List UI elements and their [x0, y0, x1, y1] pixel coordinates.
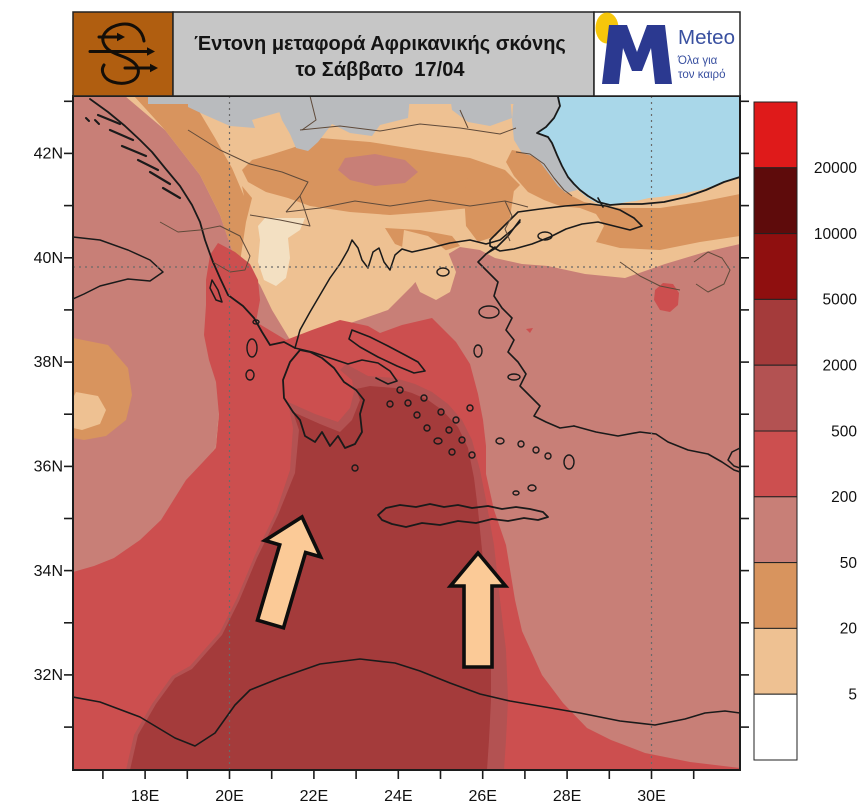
- svg-text:το Σάββατο 17/04: το Σάββατο 17/04: [296, 59, 466, 81]
- svg-text:36N: 36N: [34, 459, 63, 476]
- svg-text:40N: 40N: [34, 250, 63, 267]
- svg-text:42N: 42N: [34, 146, 63, 163]
- svg-text:20000: 20000: [814, 160, 857, 177]
- svg-text:5000: 5000: [823, 292, 858, 309]
- svg-text:30E: 30E: [637, 788, 665, 805]
- svg-text:50: 50: [840, 555, 858, 572]
- svg-text:200: 200: [831, 489, 857, 506]
- svg-text:18E: 18E: [131, 788, 159, 805]
- svg-text:28E: 28E: [553, 788, 581, 805]
- svg-text:Όλα για: Όλα για: [677, 55, 718, 67]
- svg-text:Meteo: Meteo: [678, 26, 735, 49]
- svg-text:10000: 10000: [814, 226, 857, 243]
- svg-text:2000: 2000: [823, 358, 858, 375]
- svg-text:500: 500: [831, 423, 857, 440]
- svg-text:22E: 22E: [300, 788, 328, 805]
- svg-text:34N: 34N: [34, 563, 63, 580]
- svg-text:τον καιρό: τον καιρό: [678, 69, 725, 81]
- svg-text:5: 5: [848, 687, 857, 704]
- svg-text:24E: 24E: [384, 788, 412, 805]
- svg-text:Έντονη μεταφορά Αφρικανικής σκ: Έντονη μεταφορά Αφρικανικής σκόνης: [194, 33, 566, 55]
- svg-text:20E: 20E: [215, 788, 243, 805]
- svg-text:20: 20: [840, 621, 858, 638]
- svg-text:32N: 32N: [34, 667, 63, 684]
- svg-text:38N: 38N: [34, 354, 63, 371]
- svg-text:26E: 26E: [468, 788, 496, 805]
